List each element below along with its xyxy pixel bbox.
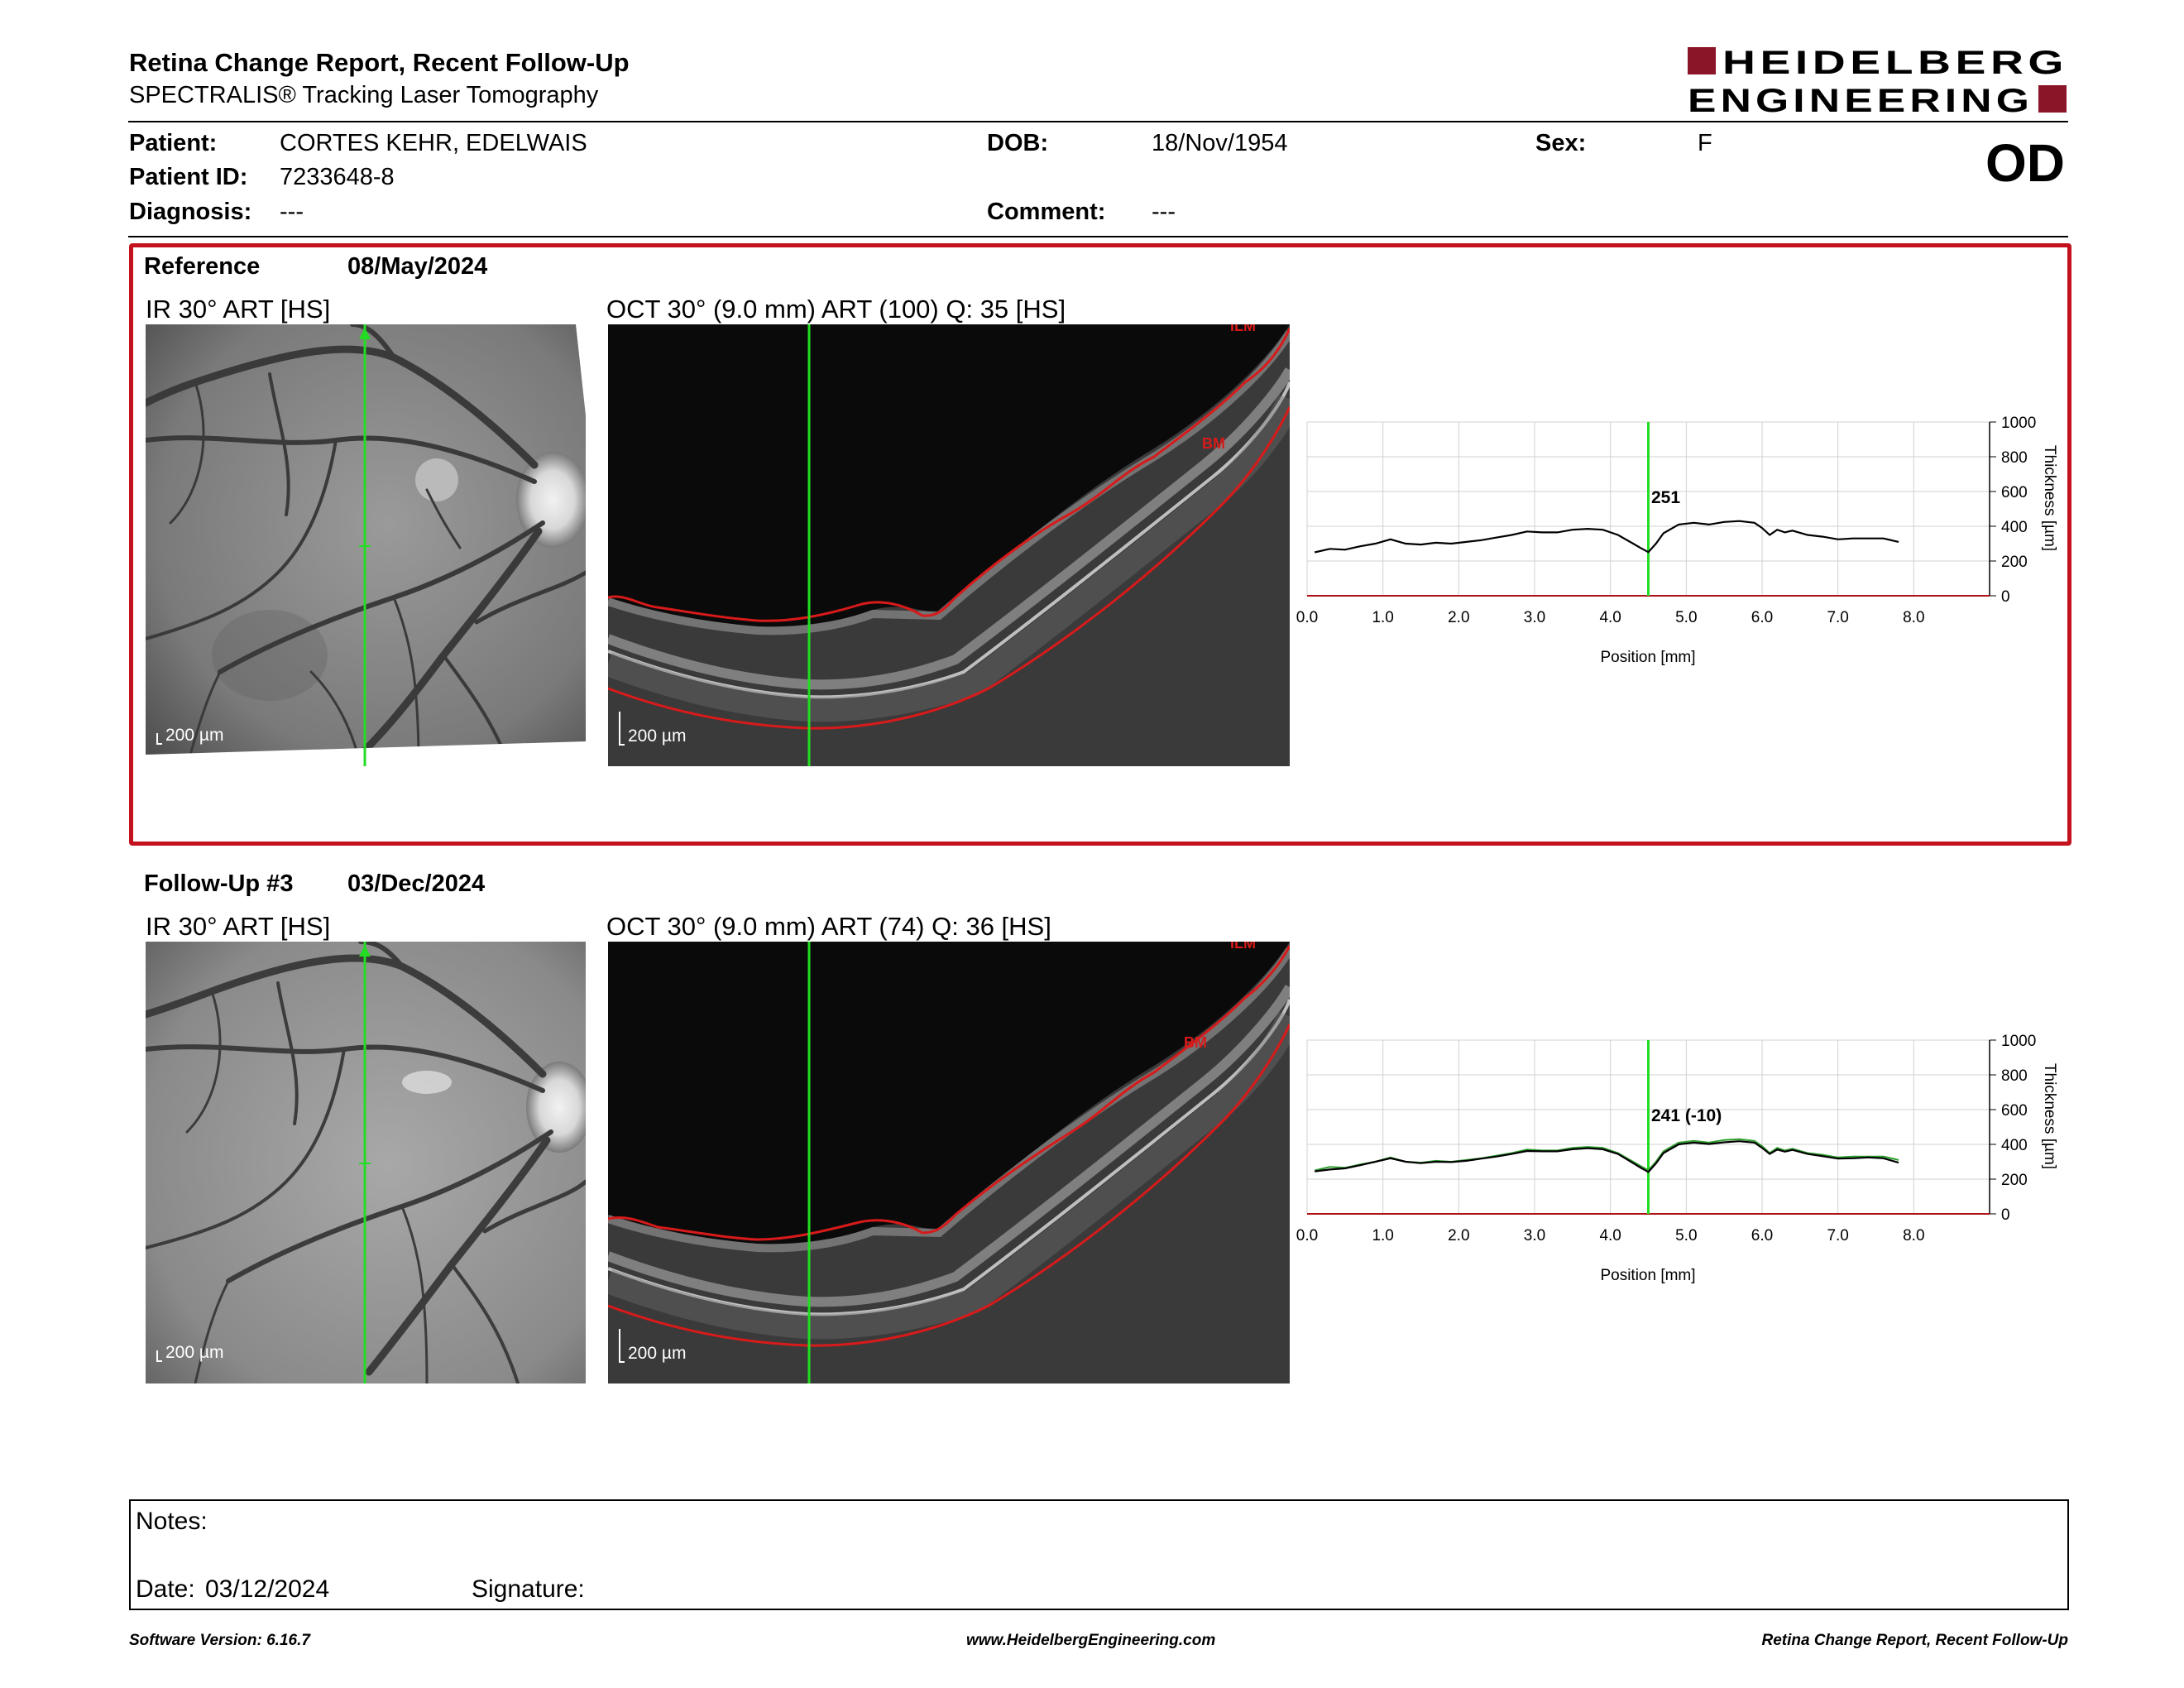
footer-software-version: Software Version: 6.16.7 [129, 1632, 310, 1649]
scale-bar-label: 200 µm [165, 1343, 223, 1362]
followup-date: 03/Dec/2024 [347, 870, 486, 897]
dob-value: 18/Nov/1954 [1152, 130, 1288, 156]
x-tick-label: 8.0 [1903, 609, 1924, 626]
reference-oct-title: OCT 30° (9.0 mm) ART (100) Q: 35 [HS] [606, 295, 1066, 324]
ilm-segmentation-line [608, 328, 1290, 622]
y-tick-label: 200 [2001, 1172, 2028, 1189]
followup-thickness-chart: 0 200 400 600 800 1000 0.0 1.0 2.0 3.0 4.0 5.0 6.0 7.… [1296, 1033, 2058, 1284]
patient-id-label: Patient ID: [129, 164, 248, 190]
x-tick-label: 6.0 [1751, 1227, 1773, 1244]
x-tick-label: 3.0 [1524, 1227, 1545, 1244]
x-tick-label: 2.0 [1448, 609, 1469, 626]
ilm-layer-label: ILM [1230, 942, 1256, 952]
bm-layer-label: BM [1202, 435, 1225, 452]
thickness-series-line [1315, 1140, 1899, 1173]
ilm-segmentation-line [608, 945, 1290, 1241]
x-tick-label: 1.0 [1372, 609, 1393, 626]
y-tick-label: 0 [2001, 588, 2010, 606]
y-tick-label: 800 [2001, 449, 2028, 467]
x-tick-label: 2.0 [1448, 1227, 1469, 1244]
x-tick-label: 5.0 [1675, 1227, 1697, 1244]
ilm-layer-label: ILM [1230, 324, 1256, 334]
header-divider [128, 121, 2068, 122]
x-tick-label: 5.0 [1675, 609, 1697, 626]
x-tick-label: 4.0 [1599, 609, 1621, 626]
bm-segmentation-line [608, 1024, 1290, 1347]
x-tick-label: 6.0 [1751, 609, 1773, 626]
comment-value: --- [1152, 199, 1176, 225]
reference-date: 08/May/2024 [347, 253, 488, 280]
footer-website: www.HeidelbergEngineering.com [966, 1632, 1216, 1649]
reference-label: Reference [144, 253, 261, 280]
patient-id-value: 7233648-8 [280, 164, 395, 190]
comment-label: Comment: [987, 199, 1106, 225]
dob-label: DOB: [987, 130, 1049, 156]
followup-oct-bscan-image: BM ILM 200 µm [608, 942, 1290, 1383]
y-tick-label: 400 [2001, 1137, 2028, 1154]
scale-bar-label: 200 µm [628, 727, 686, 746]
marker-value-label: 251 [1651, 488, 1680, 507]
marker-value-label: 241 (-10) [1651, 1106, 1722, 1125]
y-tick-label: 1000 [2001, 1033, 2036, 1050]
x-axis-label: Position [mm] [1600, 649, 1695, 666]
bm-layer-label: BM [1184, 1034, 1207, 1051]
patient-label: Patient: [129, 130, 218, 156]
reference-oct-bscan-image: BM ILM 200 µm [608, 324, 1290, 766]
x-tick-label: 8.0 [1903, 1227, 1924, 1244]
patient-divider [128, 236, 2068, 237]
reference-thickness-chart: 0 200 400 600 800 1000 0.0 1.0 2.0 3.0 4.0 5.0 6.0 7.… [1296, 415, 2058, 666]
diagnosis-label: Diagnosis: [129, 199, 252, 225]
followup-ir-title: IR 30° ART [HS] [146, 912, 331, 941]
x-tick-label: 7.0 [1827, 1227, 1848, 1244]
y-tick-label: 600 [2001, 1102, 2028, 1120]
y-axis-label: Thickness [µm] [2041, 1063, 2058, 1169]
followup-ir-fundus-image: 200 µm [146, 942, 586, 1383]
x-tick-label: 0.0 [1296, 1227, 1318, 1244]
svg-text:HEIDELBERG: HEIDELBERG [1722, 46, 2068, 81]
scan-direction-arrow-icon [359, 945, 371, 957]
reference-frame [129, 243, 2071, 846]
patient-name: CORTES KEHR, EDELWAIS [280, 130, 587, 156]
notes-date-label: Date: [136, 1575, 195, 1603]
scale-bar-label: 200 µm [165, 726, 223, 745]
signature-label: Signature: [472, 1575, 585, 1603]
y-tick-label: 200 [2001, 554, 2028, 571]
x-tick-label: 3.0 [1524, 609, 1545, 626]
notes-label: Notes: [136, 1508, 208, 1535]
x-tick-label: 7.0 [1827, 609, 1848, 626]
y-tick-label: 800 [2001, 1067, 2028, 1085]
sex-value: F [1698, 130, 1712, 156]
x-tick-label: 0.0 [1296, 609, 1318, 626]
scale-bar-label: 200 µm [628, 1344, 686, 1363]
report-title: Retina Change Report, Recent Follow-Up [129, 48, 630, 77]
plot-area: 0 200 400 600 800 1000 0.0 1.0 2.0 3.0 4.0 5.0 6.0 7.… [1296, 415, 2036, 626]
y-axis-label: Thickness [µm] [2041, 445, 2058, 551]
followup-oct-title: OCT 30° (9.0 mm) ART (74) Q: 36 [HS] [606, 912, 1051, 941]
y-tick-label: 600 [2001, 484, 2028, 501]
report-subtitle: SPECTRALIS® Tracking Laser Tomography [129, 82, 599, 108]
scan-direction-arrow-icon [359, 328, 371, 339]
reference-ir-title: IR 30° ART [HS] [146, 295, 331, 324]
notes-box[interactable] [129, 1499, 2069, 1610]
notes-date-value: 03/12/2024 [205, 1575, 330, 1603]
x-tick-label: 1.0 [1372, 1227, 1393, 1244]
thickness-series-line [1314, 520, 1899, 554]
x-tick-label: 4.0 [1599, 1227, 1621, 1244]
plot-area: 0 200 400 600 800 1000 0.0 1.0 2.0 3.0 4.0 5.0 6.0 7.… [1296, 1033, 2036, 1244]
y-tick-label: 400 [2001, 519, 2028, 536]
eye-indicator: OD [1985, 133, 2065, 193]
y-tick-label: 1000 [2001, 415, 2036, 432]
x-axis-label: Position [mm] [1600, 1267, 1695, 1284]
svg-text:ENGINEERING: ENGINEERING [1688, 83, 2033, 115]
sex-label: Sex: [1535, 130, 1587, 156]
followup-label: Follow-Up #3 [144, 870, 294, 897]
footer-report-name: Retina Change Report, Recent Follow-Up [1761, 1632, 2068, 1649]
reference-ir-fundus-image: 200 µm [146, 324, 586, 766]
y-tick-label: 0 [2001, 1206, 2010, 1224]
bm-segmentation-line [608, 406, 1290, 730]
diagnosis-value: --- [280, 199, 304, 225]
heidelberg-logo: HEIDELBERG ENGINEERING [1688, 46, 2068, 115]
